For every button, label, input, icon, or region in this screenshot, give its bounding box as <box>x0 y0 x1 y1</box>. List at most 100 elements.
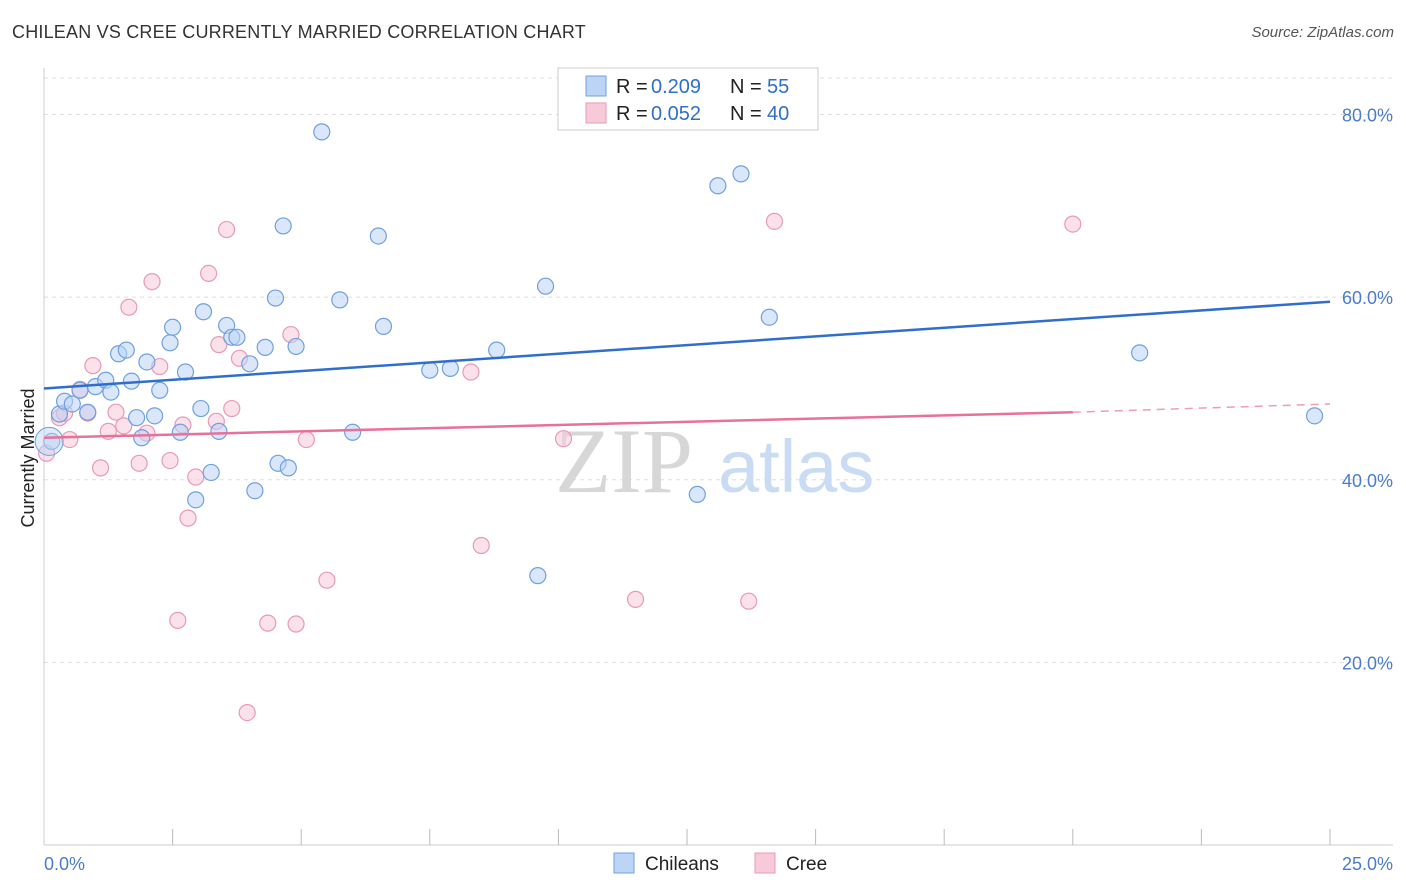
bottom-legend: Chileans Cree <box>613 852 827 875</box>
y-tick-label-80: 80.0% <box>1342 106 1393 126</box>
trend-lines <box>43 300 1331 440</box>
cree-point-9 <box>107 403 125 421</box>
chileans-point-14 <box>138 353 156 371</box>
cree-point-21 <box>200 264 218 283</box>
chileans-point-31 <box>256 338 274 356</box>
bottom-legend-label-cree: Cree <box>786 854 827 875</box>
cree-point-3 <box>61 430 79 449</box>
chileans-point-25 <box>210 422 228 440</box>
chileans-point-34 <box>274 217 292 235</box>
cree-point-37 <box>740 592 758 610</box>
chileans-point-28 <box>228 328 246 346</box>
cree-point-23 <box>210 336 228 354</box>
bottom-legend-label-chileans: Chileans <box>645 854 719 875</box>
cree-point-19 <box>179 509 197 527</box>
chileans-point-51 <box>1131 344 1149 362</box>
cree-point-14 <box>143 273 161 291</box>
cree-trend-line <box>43 410 1073 440</box>
cree-point-10 <box>115 417 133 435</box>
cree-point-39 <box>1064 215 1082 233</box>
chileans-point-38 <box>331 291 349 309</box>
cree-point-12 <box>130 454 148 472</box>
chileans-point-18 <box>164 318 182 336</box>
cree-point-6 <box>84 357 102 375</box>
cree-point-11 <box>120 298 138 316</box>
chileans-point-12 <box>127 409 146 427</box>
legend-n-value-chileans: 55 <box>767 76 789 98</box>
chileans-point-large <box>34 426 64 456</box>
chileans-point-17 <box>161 334 179 352</box>
cree-point-31 <box>297 430 315 449</box>
legend-swatch-cree <box>585 102 607 124</box>
chileans-point-42 <box>421 361 439 379</box>
chileans-point-47 <box>688 485 706 503</box>
cree-point-17 <box>169 611 187 629</box>
legend-r-label-cree: R = <box>616 103 648 125</box>
chileans-point-8 <box>102 383 120 401</box>
cree-point-38 <box>765 212 784 230</box>
watermark-zip: ZIP <box>555 410 693 512</box>
chileans-point-50 <box>760 308 778 326</box>
legend-r-value-chileans: 0.209 <box>651 76 701 98</box>
chart-source: Source: ZipAtlas.com <box>1251 24 1394 41</box>
chileans-point-19 <box>171 423 189 441</box>
chileans-point-48 <box>709 177 727 195</box>
x-tick-label-min: 0.0% <box>44 854 85 874</box>
chileans-point-40 <box>369 227 387 245</box>
chileans-point-44 <box>488 341 506 359</box>
chileans-trend-line <box>43 300 1331 390</box>
chileans-point-46 <box>536 277 555 295</box>
legend-n-label-chileans: N = <box>730 76 762 98</box>
chileans-point-15 <box>145 407 164 425</box>
chileans-point-22 <box>192 399 210 418</box>
cree-point-34 <box>472 536 490 555</box>
chileans-point-49 <box>732 165 750 183</box>
chileans-point-10 <box>117 341 135 359</box>
chileans-point-5 <box>79 403 97 421</box>
chileans-point-30 <box>246 482 264 500</box>
chileans-point-37 <box>313 123 331 141</box>
chileans-point-43 <box>441 359 459 377</box>
chileans-point-29 <box>241 355 259 373</box>
cree-point-20 <box>187 468 205 486</box>
y-axis-label: Currently Married <box>18 388 38 527</box>
legend: R = 0.209 N = 55 R = 0.052 N = 40 <box>557 67 819 131</box>
cree-point-7 <box>91 459 110 477</box>
cree-point-30 <box>287 615 305 633</box>
y-tick-label-40: 40.0% <box>1342 471 1393 491</box>
cree-point-33 <box>462 363 480 381</box>
chileans-point-32 <box>266 289 285 307</box>
chileans-point-21 <box>187 491 205 509</box>
x-tick-label-max: 25.0% <box>1342 854 1393 874</box>
chileans-point-3 <box>63 395 81 413</box>
cree-point-28 <box>259 614 277 632</box>
chileans-point-45 <box>529 567 547 585</box>
cree-point-32 <box>318 571 336 589</box>
cree-trend-extension <box>1072 403 1331 413</box>
y-tick-labels: 20.0% 40.0% 60.0% 80.0% <box>1342 106 1393 674</box>
chileans-point-35 <box>279 459 297 477</box>
legend-n-label-cree: N = <box>730 103 762 125</box>
chileans-point-23 <box>194 303 213 321</box>
cree-point-36 <box>626 590 645 608</box>
watermark-atlas: atlas <box>718 425 874 508</box>
chileans-point-52 <box>1305 407 1324 425</box>
chileans-point-36 <box>287 337 305 356</box>
chileans-point-41 <box>374 317 393 335</box>
legend-r-value-cree: 0.052 <box>651 103 701 125</box>
legend-r-label-chileans: R = <box>616 76 648 98</box>
x-tick-labels: 0.0% 25.0% <box>44 854 1393 874</box>
bottom-legend-swatch-chileans <box>613 852 635 874</box>
watermark: ZIP atlas <box>555 410 874 512</box>
cree-point-25 <box>223 399 241 418</box>
legend-n-value-cree: 40 <box>767 103 789 125</box>
chileans-point-13 <box>133 429 151 447</box>
chileans-point-16 <box>151 381 169 399</box>
cree-point-27 <box>238 704 256 722</box>
chileans-point-39 <box>344 423 362 441</box>
y-tick-label-20: 20.0% <box>1342 653 1393 673</box>
bottom-legend-swatch-cree <box>754 852 776 874</box>
chileans-point-24 <box>202 463 220 482</box>
chart-title: CHILEAN VS CREE CURRENTLY MARRIED CORREL… <box>12 22 586 42</box>
